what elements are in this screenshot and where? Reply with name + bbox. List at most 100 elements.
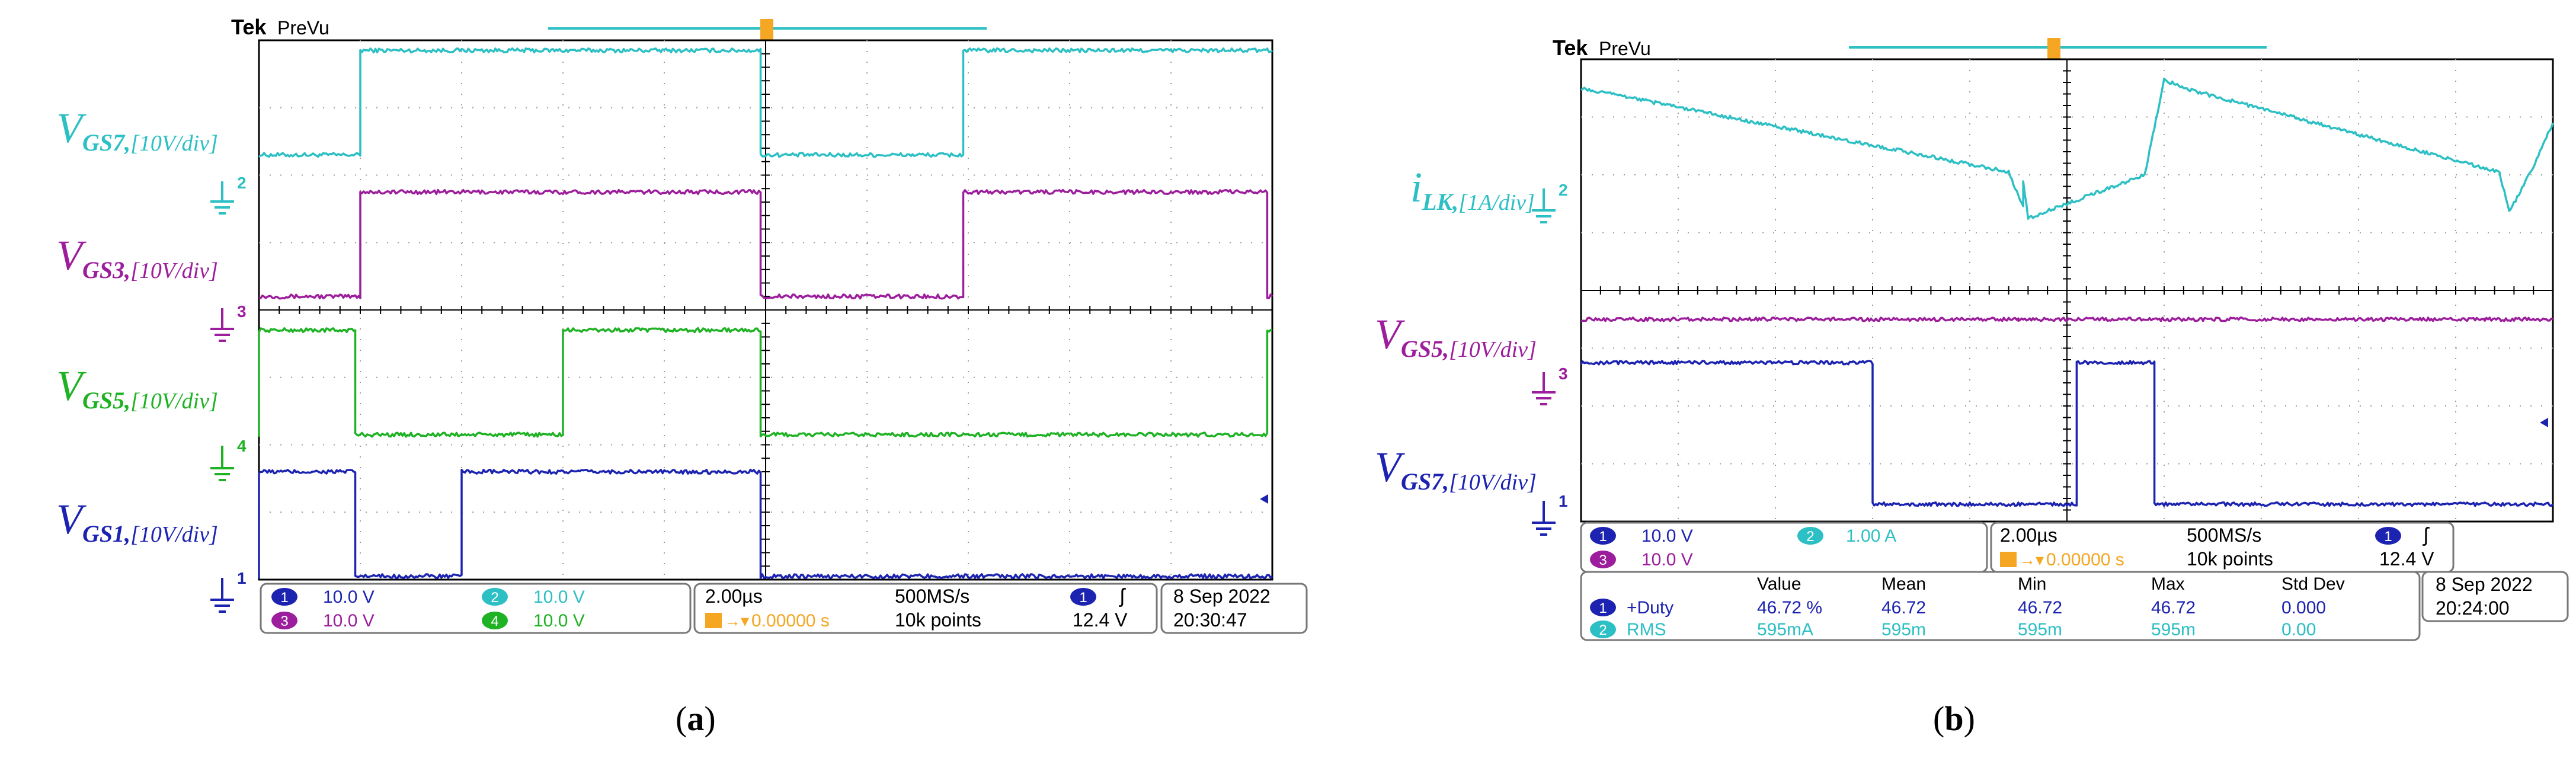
meas-row2-name: RMS [1627,620,1666,639]
timebase-readout-b: 2.00µs 500MS/s →▾ 0.00000 s 10k points 1… [1990,522,2455,573]
ch3-scale-b: 10.0 V [1641,550,1693,570]
trigger-channel-a: 1 [1079,590,1087,606]
meas-row2-min: 595m [2018,620,2062,639]
label-vgs7-b: VGS7,[10V/div] [1375,443,1537,495]
meas-row1-max: 46.72 [2151,598,2196,618]
ch3-scale-a: 10.0 V [323,611,375,631]
timebase-readout-a: 2.00µs 500MS/s →▾ 0.00000 s 10k points 1… [693,583,1158,634]
ground-marker-ch3-a: 3 [210,302,247,342]
meas-row1-std: 0.000 [2281,598,2326,618]
ground-marker-ch1-b: 1 [1532,492,1568,536]
meas-row2-mean: 595m [1881,620,1926,639]
ch4-scale-a: 10.0 V [533,611,585,631]
svg-text:ʃ: ʃ [2423,524,2430,546]
label-vgs3-a: VGS3,[10V/div] [56,232,218,283]
trigger-level-marker-b [2540,418,2548,427]
label-vgs1-a: VGS1,[10V/div] [56,495,218,547]
channel-readout-b: 1 10.0 V 2 1.00 A 3 10.0 V [1580,522,1988,573]
meas-header-mean: Mean [1881,574,1926,594]
traces-a [258,47,1273,580]
svg-text:2: 2 [1559,181,1568,199]
scope-a: Tek PreVu 2 3 4 [56,15,1308,738]
graticule-grid-a [258,40,1273,580]
svg-text:1: 1 [1599,529,1607,545]
time-per-div-b: 2.00µs [2000,524,2057,546]
svg-text:2: 2 [491,590,498,606]
trigger-position-b: 0.00000 s [2046,550,2124,570]
time-a: 20:30:47 [1173,609,1247,631]
trigger-position-a: 0.00000 s [751,611,830,631]
meas-row1-value: 46.72 % [1757,598,1822,618]
ch4-badge-a [482,612,508,629]
meas-row2-max: 595m [2151,620,2196,639]
measurement-table-b: Value Mean Min Max Std Dev 1 +Duty 46.72… [1580,571,2421,641]
brand-label-a: Tek [231,15,267,39]
trigger-channel-b: 1 [2384,529,2392,545]
datetime-readout-b: 8 Sep 2022 20:24:00 [2421,571,2569,622]
record-length-b: 10k points [2187,548,2273,570]
svg-text:2: 2 [237,174,247,192]
channel-readout-a: 1 10.0 V 2 10.0 V 3 10.0 V 4 10.0 V [260,583,692,634]
svg-text:2: 2 [1806,529,1814,545]
mode-label-b: PreVu [1599,38,1651,59]
ground-marker-ch1-a: 1 [210,569,247,613]
ch2-scale-b: 1.00 A [1846,526,1896,546]
ch2-badge-a [482,588,508,606]
svg-text:→▾: →▾ [2019,551,2044,569]
svg-text:4: 4 [491,613,498,629]
caption-b: (b) [1933,699,1975,738]
svg-text:→▾: →▾ [724,612,749,630]
label-vgs5-b: VGS5,[10V/div] [1375,311,1537,362]
sample-rate-a: 500MS/s [895,586,969,607]
ch1-scale-b: 10.0 V [1641,526,1693,546]
svg-text:3: 3 [1559,364,1568,383]
date-a: 8 Sep 2022 [1173,586,1271,607]
ground-marker-ch2-a: 2 [210,174,247,215]
trace-ch3-a [258,188,1273,300]
caption-a: (a) [676,699,716,738]
meas-row1-name: +Duty [1627,598,1673,618]
ch2-scale-a: 10.0 V [533,587,585,607]
ground-marker-ch3-b: 3 [1532,364,1568,405]
time-per-div-a: 2.00µs [705,586,763,607]
svg-text:3: 3 [1599,552,1607,568]
svg-text:ʃ: ʃ [1119,585,1126,607]
traces-b [1580,77,2554,507]
trace-ch1-a [258,468,1273,580]
meas-row1-min: 46.72 [2018,598,2062,618]
trigger-level-b: 12.4 V [2379,548,2434,570]
trace-ch4-a [258,327,1273,438]
svg-text:3: 3 [237,302,247,321]
time-b: 20:24:00 [2436,597,2510,619]
trace-ch3-b [1580,316,2553,322]
label-ilk-b: iLK,[1A/div] [1410,164,1535,215]
sample-rate-b: 500MS/s [2187,524,2261,546]
date-b: 8 Sep 2022 [2436,574,2533,595]
trigger-level-marker-a [1260,494,1268,504]
label-vgs7-a: VGS7,[10V/div] [56,104,218,156]
svg-text:1: 1 [237,569,247,587]
trigger-level-a: 12.4 V [1073,609,1128,631]
mode-label-a: PreVu [277,17,329,39]
record-length-a: 10k points [895,609,981,631]
ch3-badge-a [271,612,297,629]
meas-row1-mean: 46.72 [1881,598,1926,618]
scope-b: Tek PreVu 2 3 1 [1375,36,2569,738]
datetime-readout-a: 8 Sep 2022 20:30:47 [1160,583,1308,634]
meas-header-stddev: Std Dev [2281,574,2345,594]
meas-header-max: Max [2151,574,2185,594]
ch1-scale-a: 10.0 V [323,587,375,607]
ch1-badge-a [271,588,297,606]
ground-marker-ch2-b: 2 [1532,181,1568,223]
svg-text:1: 1 [280,590,288,606]
svg-text:4: 4 [237,437,247,455]
ground-marker-ch4-a: 4 [210,437,247,481]
brand-label-b: Tek [1553,36,1588,60]
svg-text:3: 3 [280,613,288,629]
meas-header-min: Min [2018,574,2046,594]
trace-ch2-a [258,47,1273,158]
svg-text:2: 2 [1599,622,1607,638]
meas-row2-value: 595mA [1757,620,1813,639]
svg-text:1: 1 [1559,492,1568,510]
